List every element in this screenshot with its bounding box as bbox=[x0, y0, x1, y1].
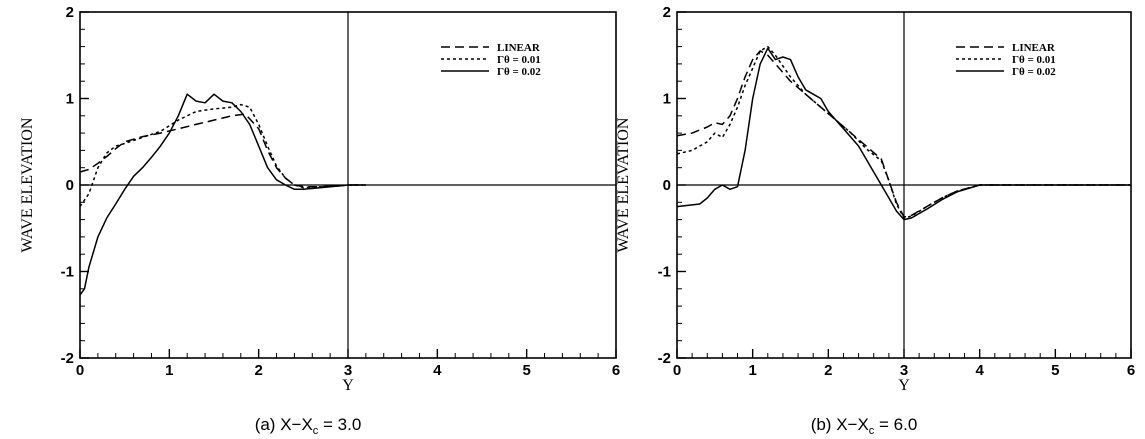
legend-label: Γθ = 0.01 bbox=[1012, 54, 1056, 66]
x-tick-label: 2 bbox=[254, 362, 262, 379]
series-line-3 bbox=[676, 47, 1131, 221]
y-tick-label: 0 bbox=[663, 177, 671, 194]
y-tick-label: -2 bbox=[61, 350, 74, 367]
y-tick-label: 1 bbox=[663, 91, 671, 108]
legend-label: Γθ = 0.01 bbox=[497, 54, 541, 66]
x-axis-label: Y bbox=[342, 377, 354, 394]
y-tick-label: -1 bbox=[61, 264, 74, 281]
x-tick-label: 6 bbox=[1127, 362, 1135, 379]
legend-label: LINEAR bbox=[1012, 42, 1056, 54]
y-tick-label: 0 bbox=[66, 177, 74, 194]
x-tick-label: 1 bbox=[748, 362, 756, 379]
y-tick-label: 2 bbox=[66, 4, 74, 21]
x-tick-label: 3 bbox=[900, 362, 908, 379]
x-tick-label: 5 bbox=[522, 362, 530, 379]
x-axis-label: Y bbox=[898, 377, 910, 394]
series-line-3 bbox=[79, 93, 366, 296]
series-line-2 bbox=[79, 103, 366, 208]
x-tick-label: 0 bbox=[76, 362, 84, 379]
panel-caption: (a) X−Xc = 3.0 bbox=[255, 415, 362, 437]
x-tick-label: 2 bbox=[824, 362, 832, 379]
y-tick-label: -2 bbox=[658, 350, 671, 367]
y-tick-label: 2 bbox=[663, 4, 671, 21]
y-axis-label: WAVE ELEVATION bbox=[615, 117, 632, 252]
series-line-1 bbox=[79, 113, 366, 188]
y-axis-label: WAVE ELEVATION bbox=[19, 117, 36, 252]
legend-label: Γθ = 0.02 bbox=[1012, 66, 1056, 78]
y-tick-label: -1 bbox=[658, 264, 671, 281]
x-tick-label: 3 bbox=[344, 362, 352, 379]
x-tick-label: 5 bbox=[1051, 362, 1059, 379]
legend-label: LINEAR bbox=[497, 42, 541, 54]
x-tick-label: 0 bbox=[673, 362, 681, 379]
series-line-1 bbox=[676, 50, 1131, 218]
x-tick-label: 4 bbox=[433, 362, 442, 379]
x-tick-label: 6 bbox=[612, 362, 620, 379]
y-tick-label: 1 bbox=[66, 91, 74, 108]
x-tick-label: 4 bbox=[975, 362, 984, 379]
panel-caption: (b) X−Xc = 6.0 bbox=[811, 415, 918, 437]
x-tick-label: 1 bbox=[165, 362, 173, 379]
legend-label: Γθ = 0.02 bbox=[497, 66, 541, 78]
